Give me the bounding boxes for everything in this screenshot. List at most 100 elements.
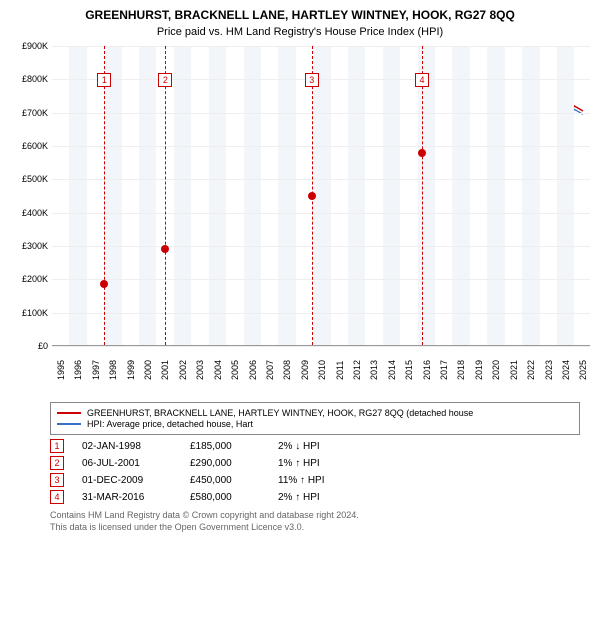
x-axis-label: 2007 [265, 352, 275, 380]
x-axis-label: 1995 [56, 352, 66, 380]
year-band [87, 46, 104, 345]
x-axis-label: 2000 [143, 352, 153, 380]
row-price: £450,000 [190, 475, 260, 486]
table-row: 102-JAN-1998£185,0002% ↓ HPI [50, 439, 590, 453]
x-axis-label: 2009 [300, 352, 310, 380]
row-price: £580,000 [190, 492, 260, 503]
x-axis-label: 2021 [509, 352, 519, 380]
x-axis-label: 2004 [213, 352, 223, 380]
x-axis-label: 2020 [491, 352, 501, 380]
y-axis-label: £900K [10, 41, 48, 51]
x-axis-label: 2001 [160, 352, 170, 380]
x-axis-label: 1999 [126, 352, 136, 380]
year-band [104, 46, 121, 345]
y-axis-label: £800K [10, 74, 48, 84]
year-band [244, 46, 261, 345]
x-axis-label: 2006 [248, 352, 258, 380]
legend-swatch [57, 423, 81, 425]
legend-swatch [57, 412, 81, 414]
gridline [52, 246, 590, 247]
row-delta: 1% ↑ HPI [278, 458, 378, 469]
x-axis-label: 2002 [178, 352, 188, 380]
y-axis-label: £100K [10, 308, 48, 318]
year-band [365, 46, 382, 345]
x-axis-label: 2024 [561, 352, 571, 380]
row-delta: 2% ↓ HPI [278, 441, 378, 452]
year-band [191, 46, 208, 345]
legend-label: GREENHURST, BRACKNELL LANE, HARTLEY WINT… [87, 408, 473, 418]
row-price: £185,000 [190, 441, 260, 452]
x-axis-label: 1998 [108, 352, 118, 380]
y-axis-label: £700K [10, 108, 48, 118]
legend: GREENHURST, BRACKNELL LANE, HARTLEY WINT… [50, 402, 580, 435]
chart-title: GREENHURST, BRACKNELL LANE, HARTLEY WINT… [10, 8, 590, 22]
annotation-marker [308, 192, 316, 200]
year-band [348, 46, 365, 345]
annotation-marker [161, 245, 169, 253]
x-axis-label: 2011 [335, 352, 345, 380]
row-delta: 2% ↑ HPI [278, 492, 378, 503]
year-band [540, 46, 557, 345]
x-axis-label: 2019 [474, 352, 484, 380]
year-band [261, 46, 278, 345]
annotation-box: 2 [158, 73, 172, 87]
y-axis-label: £500K [10, 174, 48, 184]
plot-area: 1234 [52, 46, 590, 346]
year-band [278, 46, 295, 345]
year-band [557, 46, 574, 345]
x-axis-label: 2013 [369, 352, 379, 380]
year-band [174, 46, 191, 345]
year-band [331, 46, 348, 345]
y-axis-label: £0 [10, 341, 48, 351]
y-axis-label: £300K [10, 241, 48, 251]
gridline [52, 146, 590, 147]
row-index-box: 2 [50, 456, 64, 470]
year-band [452, 46, 469, 345]
year-band [69, 46, 86, 345]
y-axis-label: £400K [10, 208, 48, 218]
annotation-line [422, 46, 423, 345]
gridline [52, 313, 590, 314]
x-axis-label: 2018 [456, 352, 466, 380]
legend-item: HPI: Average price, detached house, Hart [57, 419, 573, 429]
year-band [522, 46, 539, 345]
annotation-box: 4 [415, 73, 429, 87]
year-band [52, 46, 69, 345]
year-band [505, 46, 522, 345]
row-date: 01-DEC-2009 [82, 475, 172, 486]
year-band [122, 46, 139, 345]
year-band [383, 46, 400, 345]
row-date: 06-JUL-2001 [82, 458, 172, 469]
row-delta: 11% ↑ HPI [278, 475, 378, 486]
annotation-marker [100, 280, 108, 288]
gridline [52, 279, 590, 280]
x-axis-label: 2010 [317, 352, 327, 380]
x-axis-label: 2016 [422, 352, 432, 380]
chart-subtitle: Price paid vs. HM Land Registry's House … [10, 26, 590, 38]
year-band [435, 46, 452, 345]
row-index-box: 4 [50, 490, 64, 504]
x-axis-label: 2023 [544, 352, 554, 380]
footer: Contains HM Land Registry data © Crown c… [50, 510, 590, 533]
x-axis-label: 2005 [230, 352, 240, 380]
annotation-box: 1 [97, 73, 111, 87]
year-band [209, 46, 226, 345]
legend-label: HPI: Average price, detached house, Hart [87, 419, 253, 429]
gridline [52, 346, 590, 347]
footer-line2: This data is licensed under the Open Gov… [50, 522, 590, 534]
y-axis-label: £600K [10, 141, 48, 151]
x-axis-label: 2015 [404, 352, 414, 380]
year-band [226, 46, 243, 345]
x-axis-label: 1997 [91, 352, 101, 380]
year-band [313, 46, 330, 345]
table-row: 431-MAR-2016£580,0002% ↑ HPI [50, 490, 590, 504]
annotation-line [104, 46, 105, 345]
table-row: 3 01-DEC-2009 £450,000 11% ↑ HPI [50, 473, 590, 487]
x-axis-label: 2014 [387, 352, 397, 380]
row-index-box: 3 [50, 473, 64, 487]
annotation-line [165, 46, 166, 345]
year-band [400, 46, 417, 345]
chart-area: 1234 £0£100K£200K£300K£400K£500K£600K£70… [10, 46, 590, 396]
x-axis-label: 2022 [526, 352, 536, 380]
gridline [52, 179, 590, 180]
